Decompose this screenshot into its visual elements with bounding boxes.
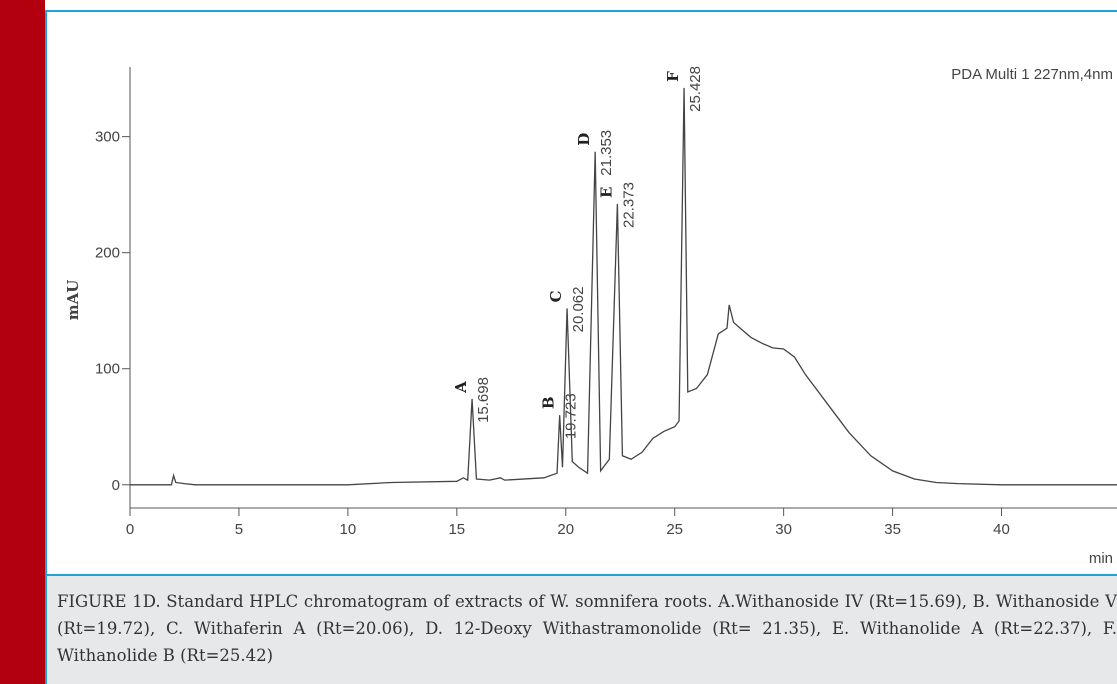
x-tick-label: 40 [993,521,1010,538]
peak-rt: 25.428 [687,66,704,112]
peak-rt: 22.373 [620,182,637,228]
x-tick-label: 5 [235,521,243,538]
trace [130,87,1117,486]
peak-letter: C [547,290,565,302]
x-tick-label: 25 [666,521,683,538]
x-tick-label: 15 [448,521,465,538]
caption: FIGURE 1D. Standard HPLC chromatogram of… [47,574,1117,684]
peak-letter: F [664,71,682,82]
legend-text: PDA Multi 1 227nm,4nm [951,66,1113,83]
y-axis-label: mAU [64,280,82,321]
peak-rt: 20.062 [570,286,587,332]
figure-frame [45,10,1117,684]
peak-letter: A [452,381,470,394]
x-tick-label: 0 [126,521,134,538]
peak-rt: 19.723 [563,393,580,439]
y-tick-label: 200 [95,245,120,262]
y-tick-label: 300 [95,129,120,146]
x-tick-label: 10 [340,521,357,538]
peak-letter: D [575,133,593,146]
side-bar [0,0,45,684]
x-tick-label: 30 [775,521,792,538]
peak-letter: B [540,396,558,409]
peak-letter: E [597,187,615,198]
chart: mAU min PDA Multi 1 227nm,4nm 0100200300… [64,66,1117,567]
y-tick-label: 0 [112,477,120,494]
x-axis-label: min [1089,550,1113,567]
y-tick-label: 100 [95,361,120,378]
peak-rt: 21.353 [598,130,615,176]
x-tick-label: 35 [884,521,901,538]
peak-rt: 15.698 [475,377,492,423]
x-tick-label: 20 [557,521,574,538]
